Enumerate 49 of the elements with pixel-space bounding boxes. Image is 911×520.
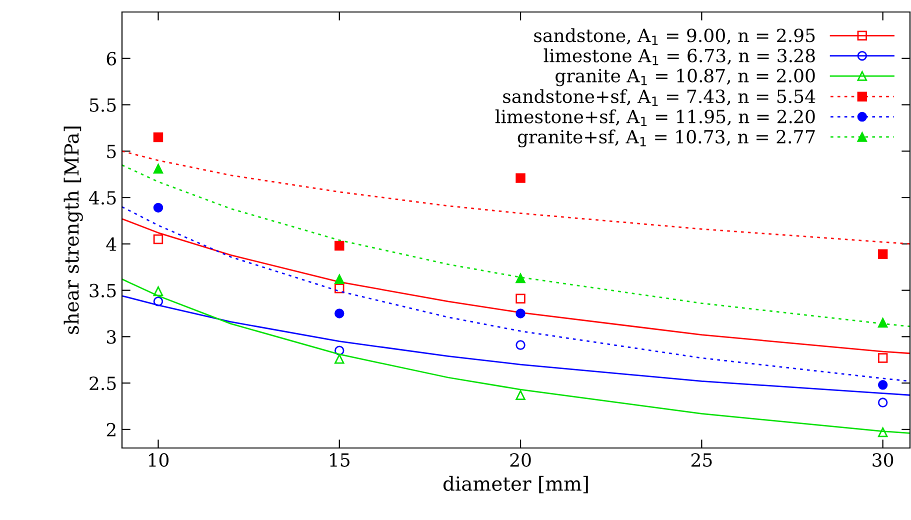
point — [878, 249, 888, 259]
point — [516, 273, 526, 284]
point — [878, 353, 888, 363]
y-tick-label: 5 — [107, 144, 116, 158]
point — [153, 296, 164, 306]
x-tick-label: 15 — [330, 453, 350, 467]
point — [516, 308, 526, 318]
point — [334, 284, 344, 294]
y-tick-label: 2 — [106, 422, 116, 436]
x-tick-label: 10 — [148, 453, 169, 467]
point — [878, 318, 888, 328]
point — [334, 308, 344, 318]
point — [153, 202, 164, 213]
legend-label: limestone A$_{1}$ = 6.73, n = 3.28 — [544, 48, 815, 66]
y-axis-title: shear strength [MPa] — [64, 126, 83, 334]
y-tick-label: 5.5 — [90, 98, 116, 112]
point — [878, 398, 888, 408]
x-tick-label: 30 — [872, 453, 894, 467]
point — [878, 380, 888, 390]
y-tick-label: 3 — [107, 330, 116, 344]
point — [878, 427, 888, 438]
x-tick-label: 25 — [691, 453, 712, 467]
legend-label: granite A$_{1}$ = 10.87, n = 2.00 — [556, 68, 815, 86]
point — [153, 234, 164, 244]
point — [334, 240, 344, 251]
y-tick-label: 4 — [106, 237, 116, 251]
point — [516, 173, 526, 183]
legend-label: sandstone, A$_{1}$ = 9.00, n = 2.95 — [534, 28, 815, 45]
line-series — [122, 164, 910, 328]
y-tick-label: 6 — [106, 52, 116, 66]
y-tick-label: 4.5 — [88, 190, 116, 205]
point — [334, 274, 344, 284]
legend-label: sandstone+sf, A$_{1}$ = 7.43, n = 5.54 — [503, 89, 816, 106]
line-series — [122, 150, 910, 245]
line-series — [122, 295, 910, 396]
point — [516, 294, 526, 304]
y-tick-label: 3.5 — [90, 284, 116, 298]
point — [334, 354, 344, 364]
point — [334, 346, 344, 356]
x-tick-label: 20 — [510, 453, 531, 467]
y-tick-label: 2.5 — [90, 376, 116, 390]
x-axis-title: diameter [mm] — [443, 476, 588, 494]
point — [516, 390, 526, 400]
legend-label: limestone+sf, A$_{1}$ = 11.95, n = 2.20 — [495, 109, 815, 126]
point — [153, 132, 164, 142]
point — [516, 340, 526, 350]
legend-label: granite+sf, A$_{1}$ = 10.73, n = 2.77 — [518, 130, 815, 148]
point — [153, 164, 164, 174]
point — [153, 286, 164, 296]
